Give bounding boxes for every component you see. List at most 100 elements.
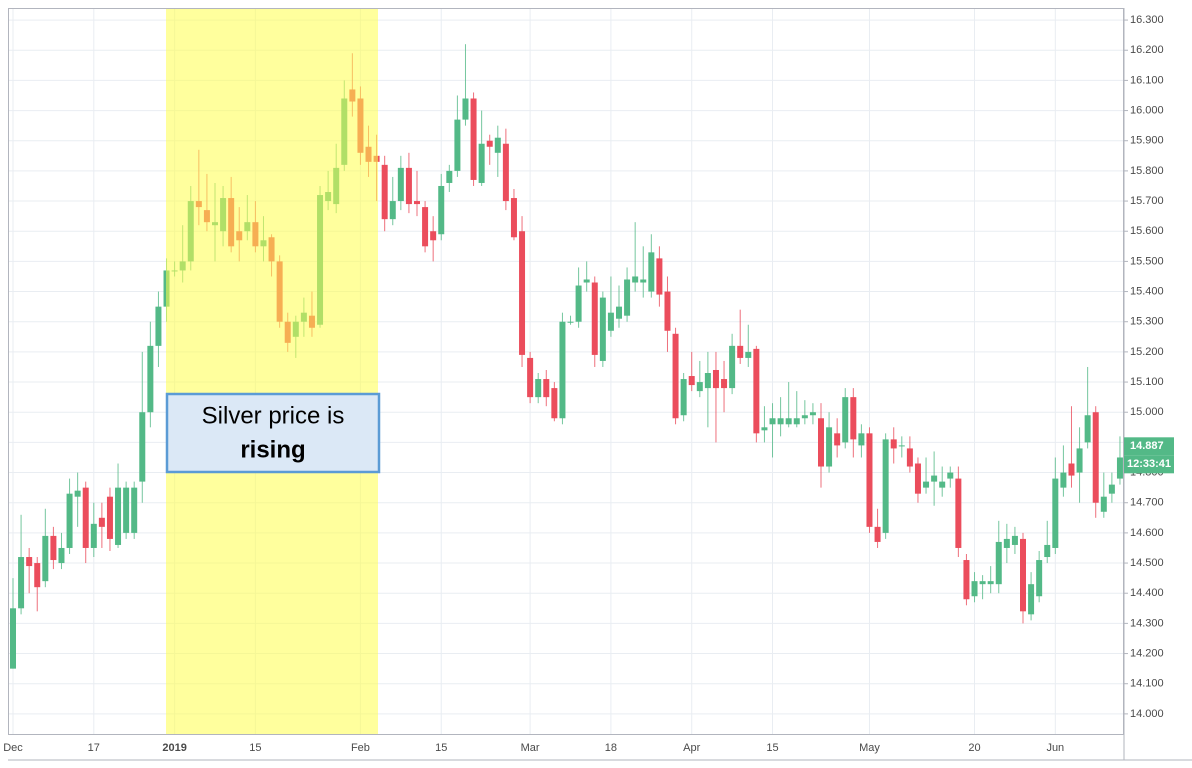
candle-body [801,415,808,419]
candle-body [438,185,445,235]
candle-body [898,445,905,447]
candle-body [906,448,913,467]
candle-body [1060,472,1067,488]
countdown-label: 12:33:41 [1127,458,1171,470]
x-tick-label: 15 [766,742,778,754]
candle-body [809,412,816,416]
candle-body [123,487,130,533]
candle-body [1084,415,1091,443]
candle-body [640,279,647,283]
y-tick-label: 15.300 [1130,316,1164,328]
y-tick-label: 14.700 [1130,497,1164,509]
highlight-region [166,8,378,735]
candle-body [818,418,824,467]
x-tick-label: Apr [683,742,700,754]
candle-body [462,98,469,120]
candle-body [616,306,622,319]
candle-body [389,201,396,220]
candle-body [18,557,25,609]
candle-body [866,433,873,527]
y-tick-label: 14.300 [1130,617,1164,629]
x-tick-label: 2019 [162,742,186,754]
y-tick-label: 14.000 [1130,708,1164,720]
y-tick-label: 15.500 [1130,255,1164,267]
candle-body [858,433,865,446]
candle-body [1052,478,1059,548]
candle-body [745,351,752,358]
annotation-text: Silver price is [202,402,345,429]
candle-body [82,487,89,548]
candle-body [737,345,744,358]
candle-body [1076,448,1083,473]
candle-body [947,472,954,479]
candle-body [591,282,598,355]
candle-body [987,581,994,585]
candle-body [381,164,388,220]
candle-body [397,167,404,202]
candle-body [955,478,962,548]
candle-body [486,140,493,147]
candle-body [1003,538,1010,548]
candle-body [696,382,703,392]
candle-body [882,439,889,533]
candle-body [842,397,849,443]
y-tick-label: 15.100 [1130,376,1164,388]
y-tick-label: 15.700 [1130,195,1164,207]
candle-body [139,412,146,482]
candle-body [923,481,930,488]
x-tick-label: 15 [435,742,447,754]
y-tick-label: 15.800 [1130,165,1164,177]
candle-body [575,285,582,322]
annotation-box [165,392,381,474]
candle-body [672,333,679,419]
y-tick-label: 14.200 [1130,647,1164,659]
candle-body [454,119,461,171]
y-tick-label: 16.300 [1130,14,1164,26]
candle-body [624,279,631,316]
candle-body [793,418,800,425]
candle-body [1036,560,1043,597]
y-tick-label: 14.100 [1130,678,1164,690]
y-tick-label: 15.400 [1130,285,1164,297]
candle-body [1020,538,1026,612]
candle-body [656,258,663,295]
candle-body [850,397,857,440]
candle-body [147,345,154,413]
candle-body [42,535,49,582]
candle-body [1068,463,1075,476]
candle-body [688,376,695,386]
x-tick-label: Mar [521,742,540,754]
candle-body [510,198,517,238]
last-price-label: 14.887 [1130,440,1164,452]
y-tick-label: 15.600 [1130,225,1164,237]
candle-body [680,379,687,416]
candle-body [648,252,655,292]
candle-body [971,581,978,597]
candle-body [430,231,437,241]
candle-body [1011,535,1018,545]
candle-body [1028,584,1035,615]
candle-body [939,481,946,488]
candle-body [1092,412,1099,503]
candle-body [131,487,138,533]
x-tick-label: May [859,742,880,754]
y-tick-label: 14.400 [1130,587,1164,599]
candle-body [58,547,65,564]
candle-body [914,463,921,494]
candle-body [74,490,81,497]
candle-body [1100,496,1107,512]
annotation-text: rising [240,436,305,463]
candle-body [874,526,881,542]
candle-body [414,201,420,205]
candle-body [931,475,938,482]
candle-body [729,345,736,389]
candle-body [543,379,550,398]
candle-body [26,557,33,567]
y-tick-label: 16.100 [1130,74,1164,86]
candle-body [785,418,792,425]
candle-body [34,563,41,588]
candle-body [761,427,768,431]
candle-body [502,143,509,202]
countdown-tag [1124,455,1174,474]
